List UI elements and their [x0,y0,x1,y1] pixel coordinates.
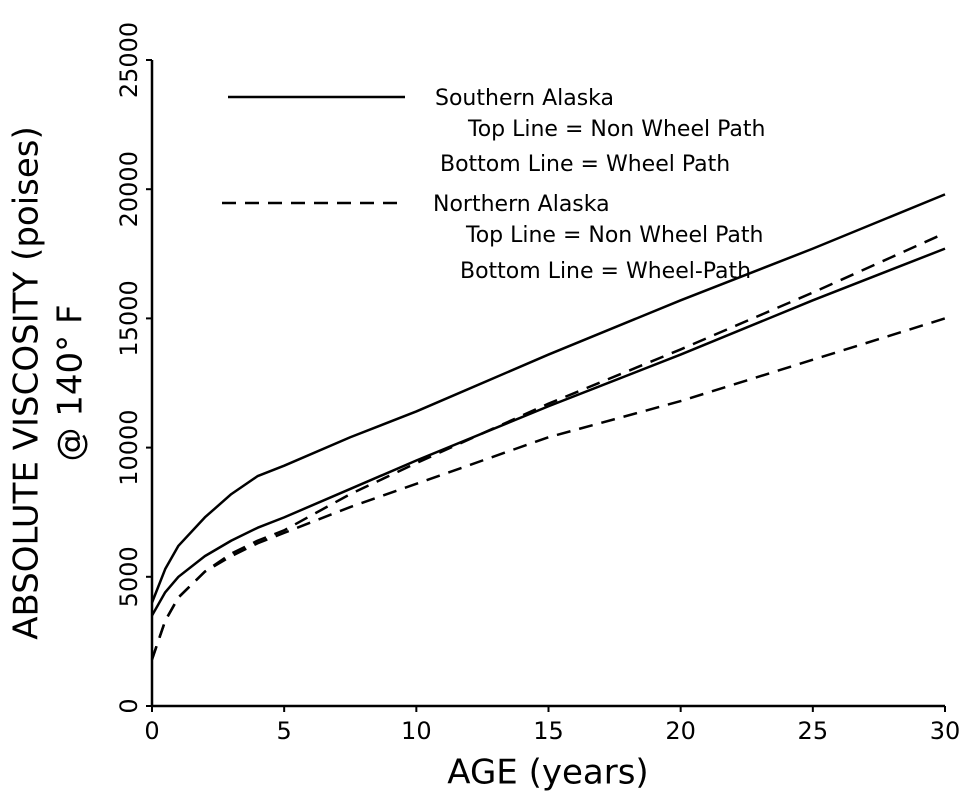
y-tick-label: 25000 [115,22,143,98]
x-tick-label: 15 [533,717,564,745]
y-tick-label: 15000 [115,280,143,356]
x-tick-label: 5 [277,717,292,745]
y-tick-label: 0 [115,698,143,713]
y-tick-label: 5000 [115,546,143,607]
data-line [150,317,946,660]
x-tick-label: 30 [930,717,961,745]
data-line [150,231,946,660]
x-axis-title: AGE (years) [447,753,648,793]
y-tick-label: 20000 [115,151,143,227]
y-axis-title: ABSOLUTE VISCOSITY (poises) [7,126,47,640]
data-line [150,193,946,604]
x-tick-label: 20 [665,717,696,745]
data-line [150,247,946,617]
legend-label: Southern Alaska [435,86,614,111]
legend-label: Northern Alaska [433,192,610,217]
legend-note: Bottom Line = Wheel-Path [460,259,751,284]
y-axis-title: @ 140° F [51,304,91,461]
legend-note: Bottom Line = Wheel Path [440,152,730,177]
legend-note: Top Line = Non Wheel Path [465,223,763,248]
x-tick-label: 10 [401,717,432,745]
x-tick-label: 0 [144,717,159,745]
x-tick-label: 25 [798,717,829,745]
legend-note: Top Line = Non Wheel Path [467,117,765,142]
y-tick-label: 10000 [115,409,143,485]
